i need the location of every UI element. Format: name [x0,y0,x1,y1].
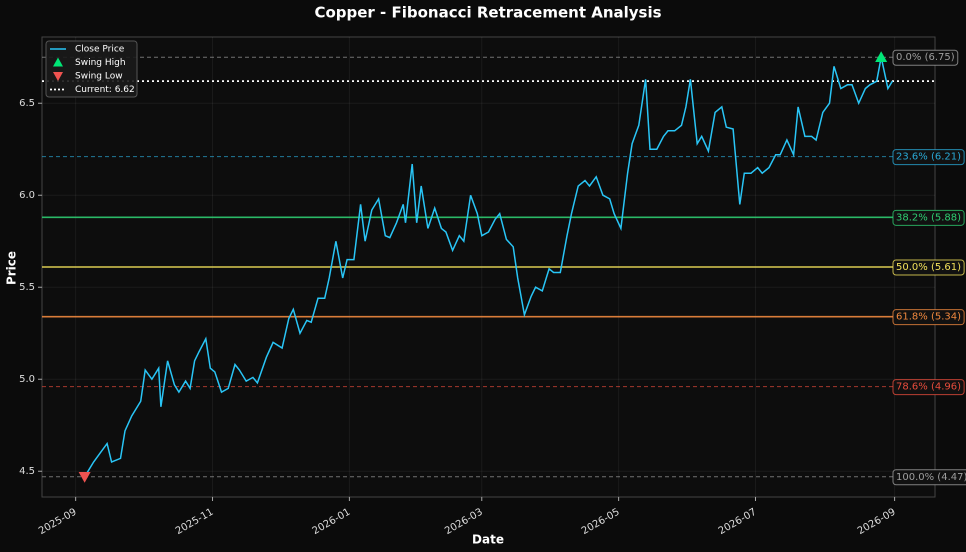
x-axis-label: Date [472,533,504,547]
fib-label-text: 38.2% (5.88) [896,212,961,223]
fib-label-box [892,49,959,66]
legend-box [45,40,138,98]
fib-label-text: 61.8% (5.34) [896,312,961,323]
fib-level-label: 23.6% (6.21) [892,149,965,166]
swing-low-marker [78,471,91,483]
legend-label: Swing Low [75,72,123,82]
fib-level-label: 100.0% (4.47) [892,469,966,486]
y-tick-label: 5.5 [19,282,35,293]
fib-label-text: 78.6% (4.96) [896,382,961,393]
fib-label-text: 50.0% (5.61) [896,262,961,273]
y-tick-label: 6.5 [19,98,35,109]
legend-swatch [53,72,63,81]
fib-level-label: 78.6% (4.96) [892,379,965,396]
legend-label: Swing High [75,58,126,68]
fib-label-box [892,309,965,326]
fib-label-text: 100.0% (4.47) [896,472,966,483]
y-tick-label: 6.0 [19,190,35,201]
fib-label-box [892,469,966,486]
legend-label: Current: 6.62 [75,85,135,95]
fib-label-box [892,379,965,396]
y-tick-label: 5.0 [19,374,35,385]
y-axis-label: Price [5,251,19,285]
legend-label: Close Price [75,45,125,55]
fib-label-box [892,209,965,226]
fib-level-label: 0.0% (6.75) [892,49,959,66]
chart-title: Copper - Fibonacci Retracement Analysis [314,4,661,22]
fib-label-box [892,149,965,166]
y-tick-label: 4.5 [19,466,35,477]
fib-label-text: 0.0% (6.75) [896,52,955,63]
fib-level-label: 50.0% (5.61) [892,259,965,276]
fib-level-label: 61.8% (5.34) [892,309,965,326]
legend-swatch [53,57,63,67]
swing-high-marker [875,51,888,63]
price-line [83,57,894,478]
fib-level-label: 38.2% (5.88) [892,209,965,226]
fib-label-text: 23.6% (6.21) [896,152,961,163]
fib-label-box [892,259,965,276]
